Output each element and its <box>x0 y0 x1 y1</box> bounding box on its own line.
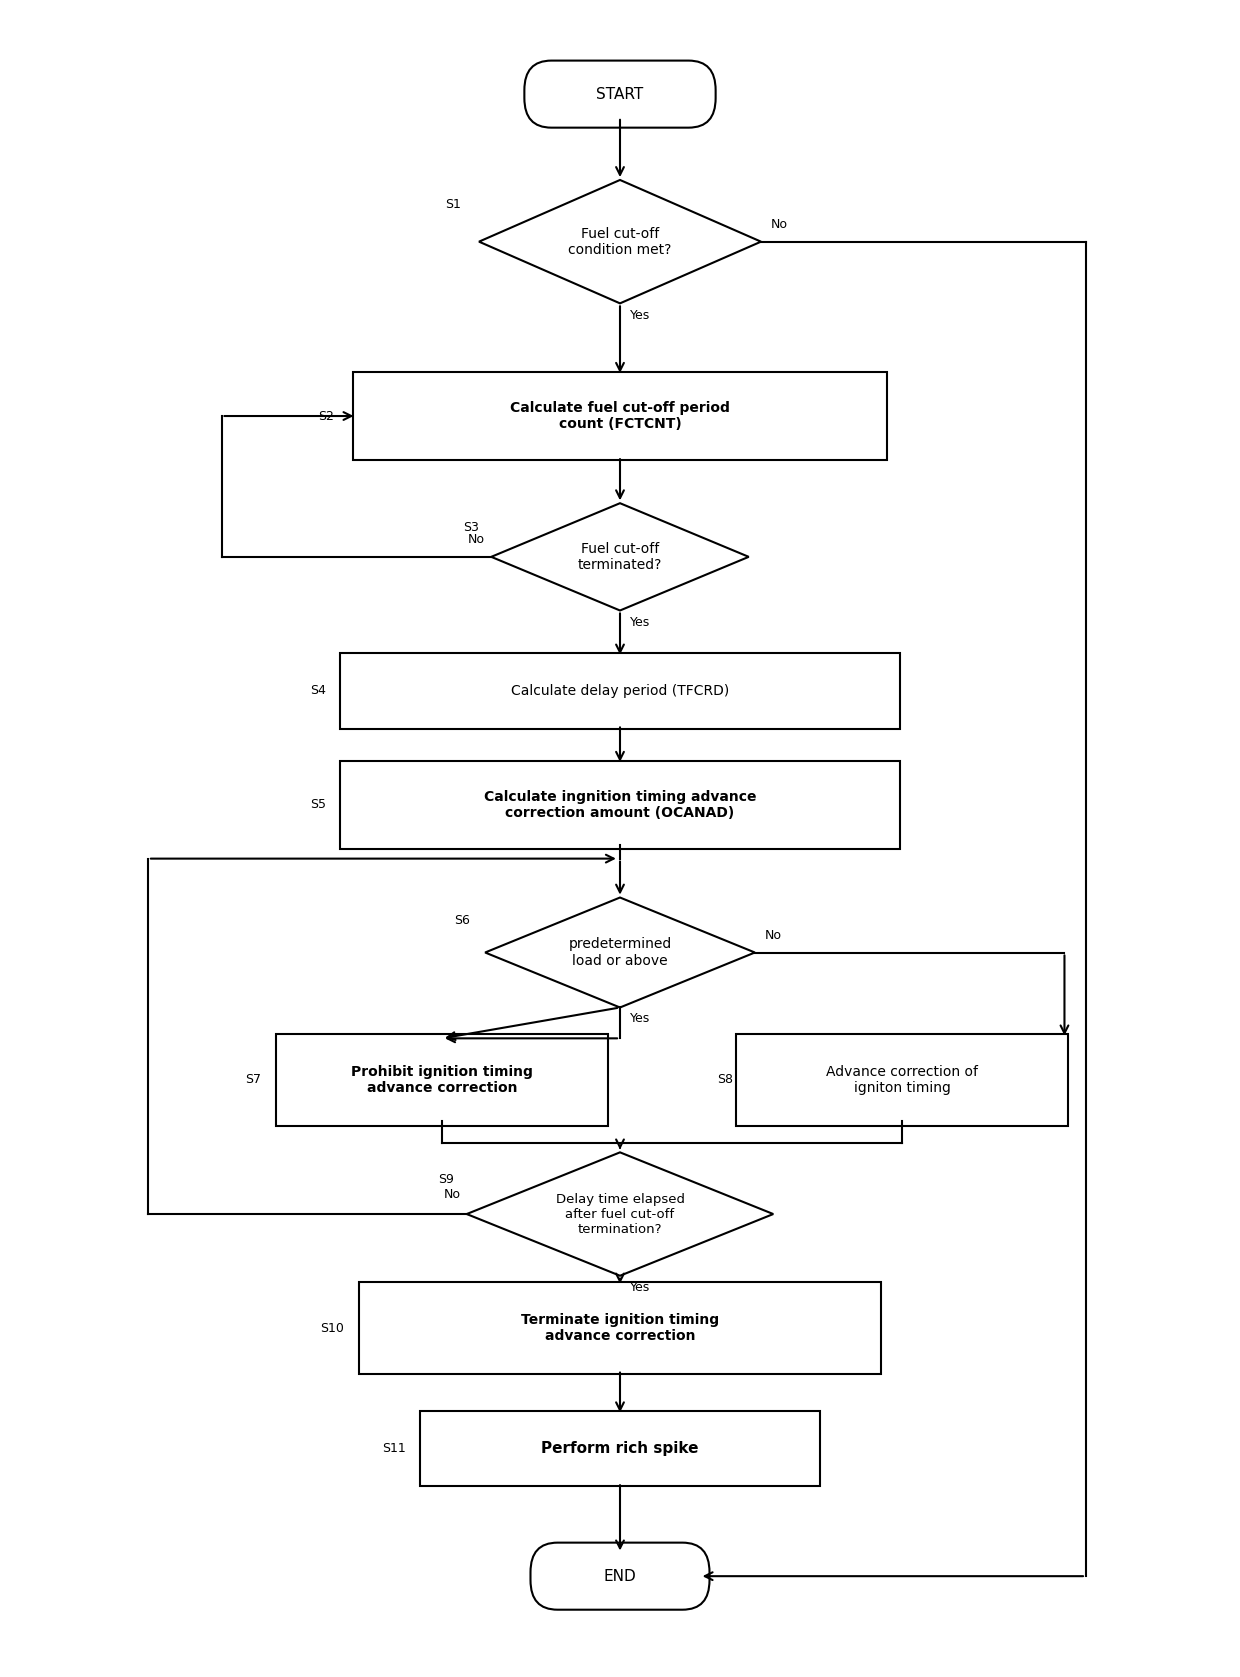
Text: Yes: Yes <box>630 309 650 322</box>
FancyBboxPatch shape <box>341 654 899 728</box>
Text: S4: S4 <box>310 684 326 698</box>
Text: No: No <box>469 533 485 547</box>
Text: Yes: Yes <box>630 1281 650 1295</box>
Text: No: No <box>771 218 787 231</box>
Text: No: No <box>765 929 781 942</box>
Text: Terminate ignition timing
advance correction: Terminate ignition timing advance correc… <box>521 1313 719 1343</box>
Text: S1: S1 <box>445 198 460 211</box>
Text: S7: S7 <box>246 1073 262 1087</box>
Text: Advance correction of
igniton timing: Advance correction of igniton timing <box>826 1065 978 1095</box>
FancyBboxPatch shape <box>277 1035 609 1125</box>
FancyBboxPatch shape <box>420 1412 820 1486</box>
Text: No: No <box>444 1187 460 1201</box>
Text: S9: S9 <box>439 1172 455 1186</box>
Text: START: START <box>596 87 644 102</box>
FancyBboxPatch shape <box>735 1035 1068 1125</box>
Text: Fuel cut-off
terminated?: Fuel cut-off terminated? <box>578 542 662 572</box>
Text: S3: S3 <box>463 522 479 533</box>
Text: END: END <box>604 1568 636 1583</box>
Text: predetermined
load or above: predetermined load or above <box>568 937 672 968</box>
Text: Yes: Yes <box>630 615 650 629</box>
Polygon shape <box>466 1152 774 1276</box>
Text: Calculate fuel cut-off period
count (FCTCNT): Calculate fuel cut-off period count (FCT… <box>510 401 730 431</box>
Text: S11: S11 <box>382 1442 405 1456</box>
Text: S6: S6 <box>455 914 470 927</box>
Text: S8: S8 <box>718 1073 733 1087</box>
FancyBboxPatch shape <box>358 1283 882 1373</box>
Text: Calculate ingnition timing advance
correction amount (OCANAD): Calculate ingnition timing advance corre… <box>484 790 756 820</box>
Text: S5: S5 <box>310 798 326 812</box>
Polygon shape <box>491 503 749 610</box>
FancyBboxPatch shape <box>531 1543 709 1610</box>
Text: Perform rich spike: Perform rich spike <box>541 1441 699 1456</box>
Text: Yes: Yes <box>630 1011 650 1025</box>
Text: S2: S2 <box>319 409 335 423</box>
FancyBboxPatch shape <box>341 761 899 849</box>
Polygon shape <box>479 179 761 304</box>
Text: Prohibit ignition timing
advance correction: Prohibit ignition timing advance correct… <box>351 1065 533 1095</box>
Text: S10: S10 <box>320 1321 345 1335</box>
Text: Calculate delay period (TFCRD): Calculate delay period (TFCRD) <box>511 684 729 698</box>
Polygon shape <box>485 897 755 1008</box>
FancyBboxPatch shape <box>352 372 888 459</box>
Text: Delay time elapsed
after fuel cut-off
termination?: Delay time elapsed after fuel cut-off te… <box>556 1192 684 1236</box>
Text: Fuel cut-off
condition met?: Fuel cut-off condition met? <box>568 226 672 257</box>
FancyBboxPatch shape <box>525 60 715 127</box>
